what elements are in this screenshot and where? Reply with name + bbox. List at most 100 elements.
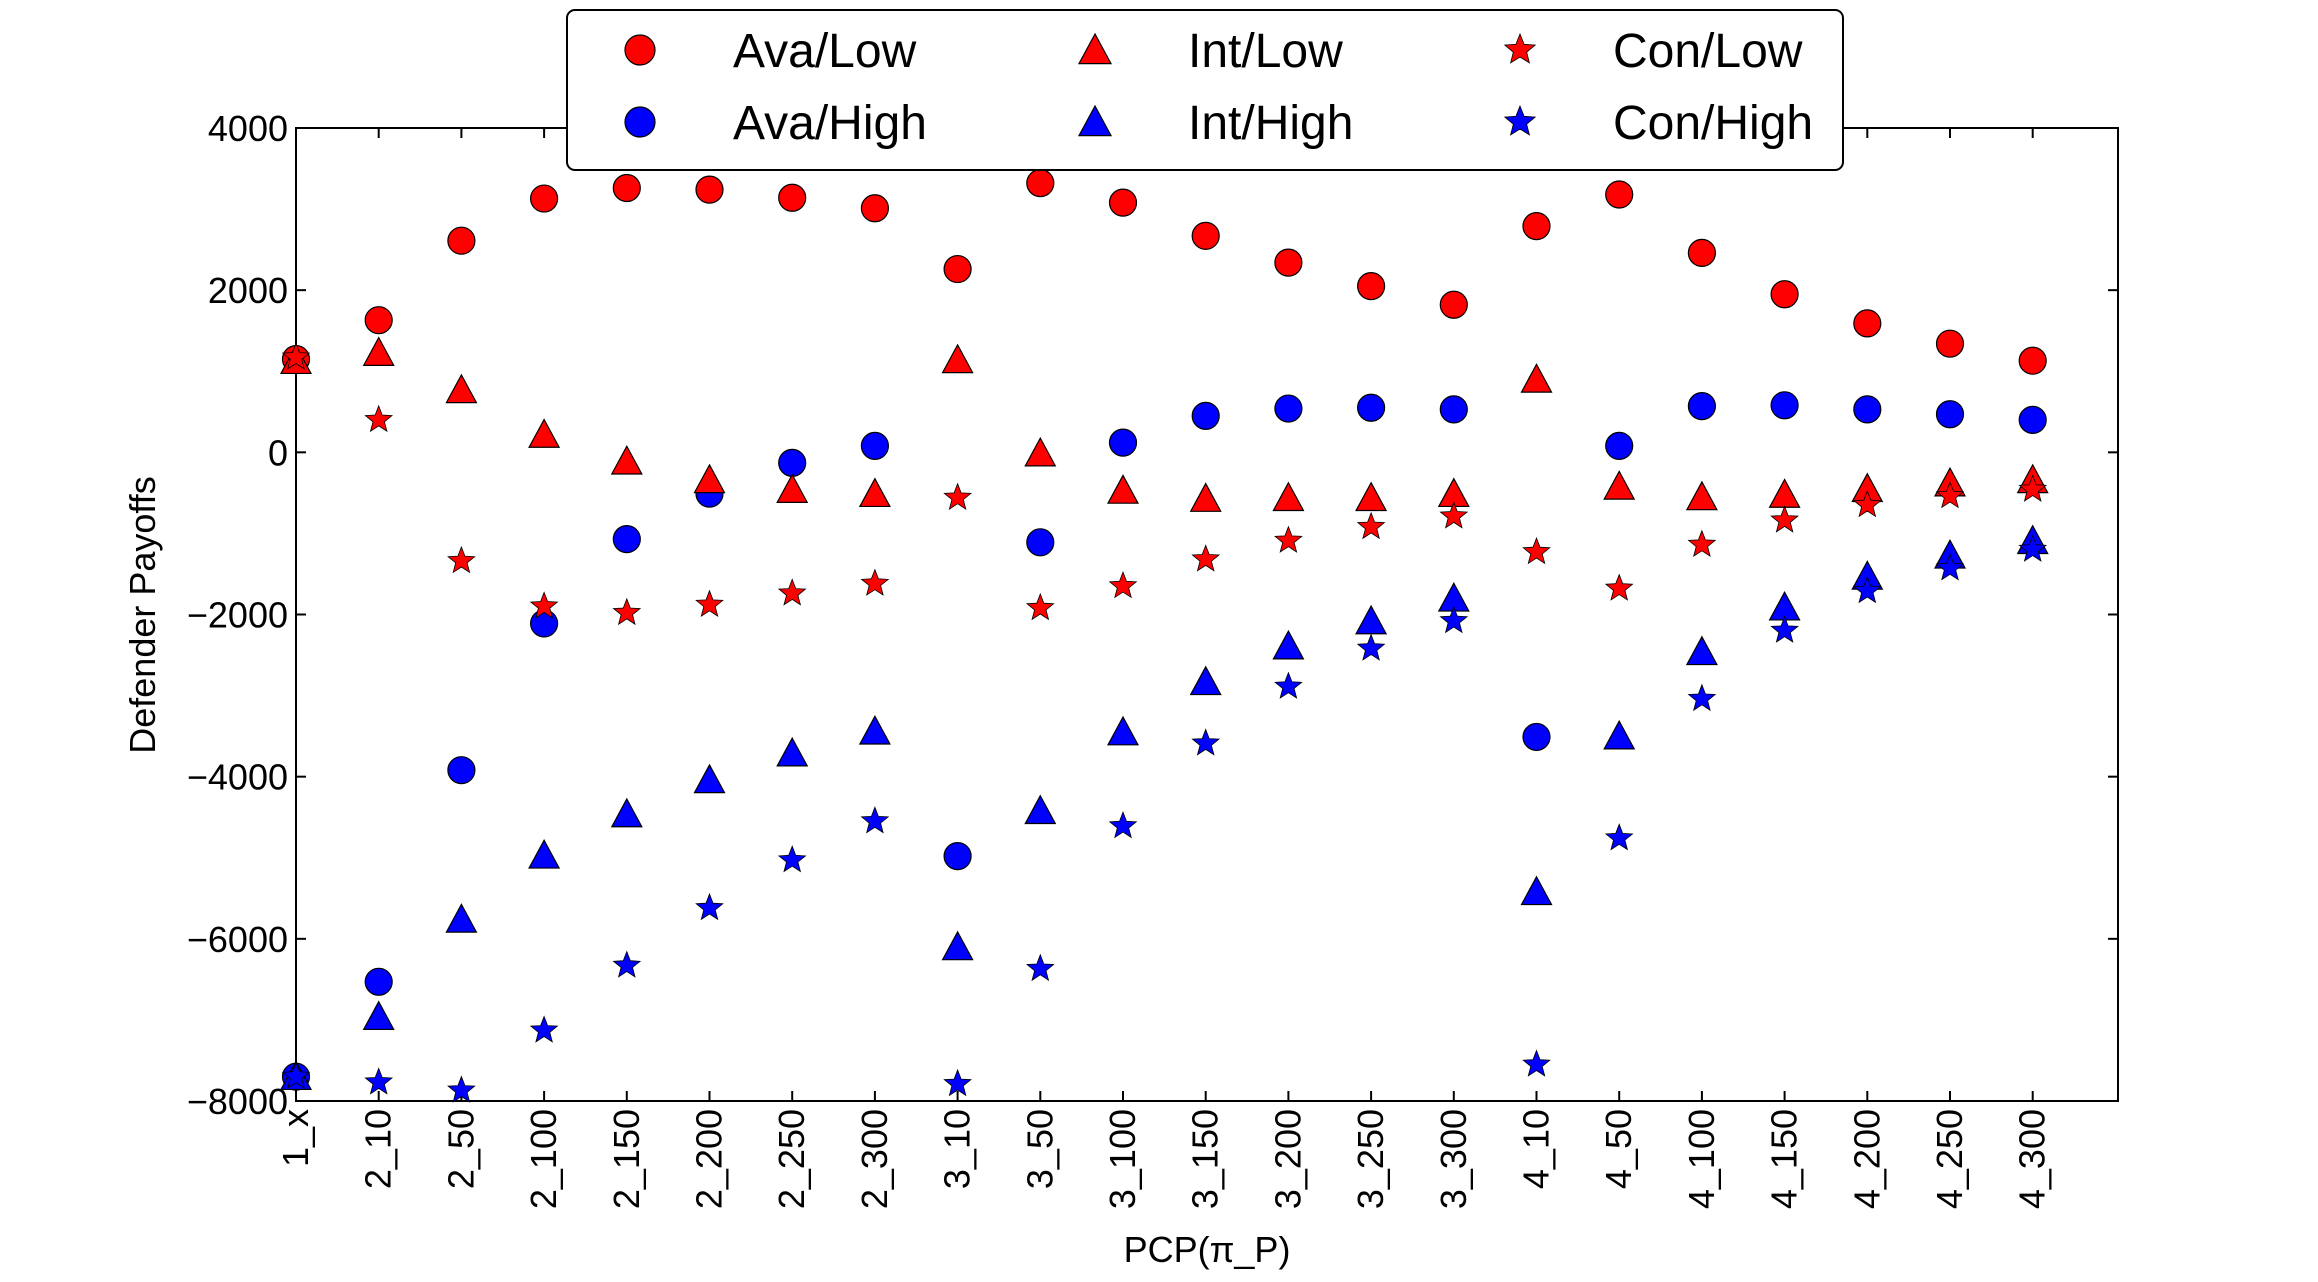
- legend: Ava/Low Ava/High Int/Low Int/High Con/Low Con…: [566, 9, 1844, 171]
- data-point: [943, 482, 972, 511]
- y-axis: 4000 2000 0 −2000 −4000 −6000 −8000: [187, 108, 2118, 1122]
- data-point: [1439, 290, 1468, 319]
- data-point: [1770, 391, 1799, 420]
- data-point: [1274, 525, 1303, 553]
- y-tick-label: 4000: [208, 108, 288, 149]
- data-point: [612, 597, 642, 626]
- data-point: [776, 736, 809, 767]
- data-point: [860, 431, 890, 460]
- y-tick-label: −4000: [187, 757, 288, 798]
- data-point: [1935, 400, 1965, 429]
- legend-marker: [1503, 104, 1537, 136]
- data-point: [941, 930, 974, 961]
- data-point: [1604, 573, 1634, 601]
- data-point: [695, 175, 724, 204]
- data-point: [776, 473, 809, 503]
- data-point: [362, 1000, 395, 1031]
- data-point: [1603, 470, 1636, 500]
- data-point: [445, 903, 478, 933]
- legend-label: Ava/Low: [733, 25, 917, 78]
- series-con-high: [281, 534, 2048, 1103]
- data-point: [1356, 272, 1386, 301]
- data-point: [1191, 221, 1220, 250]
- data-point: [693, 463, 726, 494]
- data-point: [281, 342, 311, 370]
- data-point: [445, 373, 478, 404]
- data-point: [447, 226, 476, 255]
- legend-label: Int/Low: [1188, 25, 1343, 78]
- data-point: [2018, 474, 2048, 502]
- data-point: [529, 591, 559, 619]
- data-point: [1106, 474, 1140, 504]
- legend-marker: [624, 106, 656, 138]
- data-point: [364, 1067, 394, 1095]
- data-point: [1191, 401, 1220, 430]
- y-tick-label: −8000: [187, 1081, 288, 1122]
- x-tick-label: 3_150: [1185, 1109, 1226, 1209]
- data-point: [528, 418, 561, 448]
- data-point: [943, 842, 972, 871]
- data-point: [610, 444, 643, 475]
- data-point: [858, 477, 891, 508]
- data-point: [943, 254, 972, 284]
- data-point: [693, 763, 726, 794]
- x-tick-label: 3_10: [937, 1109, 978, 1189]
- y-tick-label: 2000: [208, 270, 288, 311]
- data-point: [1356, 633, 1386, 661]
- x-tick-label: 3_200: [1267, 1109, 1308, 1209]
- data-point: [860, 806, 890, 834]
- plot-frame: [295, 127, 2119, 1102]
- x-tick-label: 2_50: [440, 1109, 481, 1189]
- data-point: [1108, 810, 1138, 839]
- data-point: [1852, 575, 1882, 604]
- data-point: [2018, 534, 2048, 562]
- data-point: [1355, 481, 1388, 512]
- data-point: [612, 950, 642, 978]
- x-axis: 1_x 2_10 2_50 2_100 2_150 2_200 2_250 2_300 3_10…: [275, 128, 2053, 1209]
- data-point: [943, 1068, 972, 1097]
- data-point: [1935, 553, 1965, 581]
- data-point: [610, 797, 643, 828]
- legend-marker: [1503, 32, 1537, 64]
- y-tick-label: −2000: [187, 595, 288, 636]
- data-point: [1770, 505, 1799, 533]
- data-point: [529, 184, 559, 213]
- data-point: [860, 568, 890, 596]
- legend-marker: [624, 34, 656, 66]
- data-point: [1935, 480, 1965, 509]
- data-point: [1025, 953, 1055, 982]
- data-point: [528, 839, 561, 869]
- data-point: [362, 336, 395, 366]
- data-point: [1025, 592, 1055, 621]
- data-point: [364, 404, 394, 433]
- data-point: [777, 845, 807, 873]
- y-tick-label: −6000: [187, 919, 288, 960]
- x-tick-label: 2_200: [689, 1109, 730, 1209]
- data-point: [1522, 1049, 1551, 1077]
- data-point: [1685, 480, 1718, 511]
- series-int-high: [279, 524, 2049, 1091]
- data-point: [1189, 665, 1222, 696]
- data-point: [612, 173, 641, 203]
- data-point: [1272, 629, 1305, 660]
- data-point: [860, 194, 890, 223]
- data-point: [778, 448, 807, 477]
- legend-marker: [1077, 32, 1113, 65]
- data-point: [447, 1075, 476, 1103]
- data-point: [695, 892, 724, 921]
- series-ava-low: [281, 169, 2047, 375]
- x-tick-label: 2_250: [771, 1109, 812, 1209]
- x-tick-label: 3_300: [1433, 1109, 1474, 1209]
- data-point: [364, 306, 393, 335]
- data-point: [1108, 570, 1138, 599]
- data-point: [281, 1061, 311, 1089]
- data-point: [1685, 635, 1718, 666]
- data-point: [1189, 482, 1222, 512]
- data-point: [1439, 605, 1469, 634]
- x-tick-label: 4_150: [1764, 1109, 1805, 1209]
- data-point: [1520, 875, 1553, 906]
- data-point: [1191, 728, 1221, 756]
- data-point: [1191, 544, 1221, 572]
- x-axis-label: PCP(π_P): [1124, 1229, 1291, 1270]
